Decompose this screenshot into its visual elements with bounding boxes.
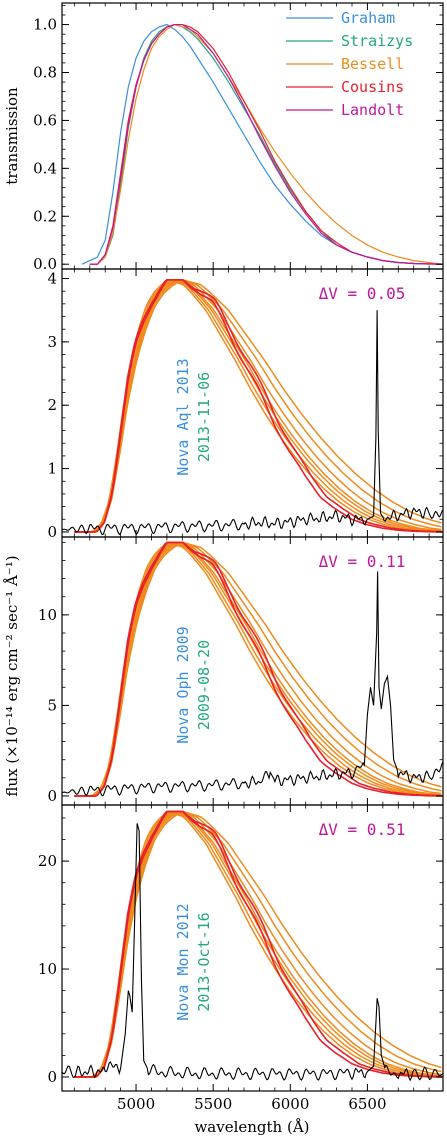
legend-label-bessell: Bessell	[341, 55, 404, 73]
cousins-curve-0	[74, 810, 443, 1078]
bessell-curve-2	[74, 810, 442, 1078]
bessell-curve-6	[74, 541, 442, 797]
panel-1-curves	[62, 278, 443, 536]
bessell-curve-4	[74, 279, 442, 533]
ytick-label: 10	[38, 960, 57, 978]
xlabel-wavelength: wavelength (Å)	[194, 1118, 309, 1136]
bessell-curve-0	[74, 542, 442, 797]
panel-2-curves	[62, 541, 443, 797]
bessell-curve-1	[74, 811, 442, 1078]
ytick-label: 0.0	[33, 255, 57, 273]
ytick-label: 0.2	[33, 207, 57, 225]
ytick-label: 20	[38, 852, 57, 870]
ytick-label: 3	[47, 333, 57, 351]
panel-nova-oph-frame	[61, 536, 444, 806]
spectrum-line	[62, 310, 443, 536]
transmission-curves	[81, 23, 443, 265]
cousins-curve-0	[74, 278, 443, 533]
legend-label-straizys: Straizys	[341, 32, 413, 50]
bessell-curve-0	[74, 279, 442, 533]
panel-nova-mon-frame	[61, 804, 444, 1092]
cousins-curve-1	[74, 278, 443, 533]
nova-name-label: Nova Aql 2013	[174, 358, 192, 475]
plot-layer: Graham Straizys Bessell Cousins Landolt ΔV = …	[62, 9, 443, 1082]
ytick-label: 0.8	[33, 63, 57, 81]
ylabel-transmission: transmission	[3, 87, 21, 185]
cousins-curve-1	[74, 810, 443, 1078]
bessell-curve-2	[74, 278, 442, 533]
bessell-curve-6	[74, 279, 442, 533]
legend-label-cousins: Cousins	[341, 78, 404, 96]
tick-layer: 0.0 0.2 0.4 0.6 0.8 1.0 0 1 2 3 4 0 5 10 0 10 20 5000 5500…	[33, 3, 443, 1113]
curve-landolt	[89, 23, 443, 265]
cousins-curve-1	[74, 541, 443, 797]
xtick-label: 6500	[348, 1095, 386, 1113]
curve-bessell	[89, 23, 443, 265]
bessell-curve-4	[74, 811, 442, 1078]
nova-name-label: Nova Oph 2009	[174, 626, 192, 743]
spectrum-line	[62, 571, 443, 797]
delta-v-annotation: ΔV = 0.05	[319, 284, 406, 303]
legend-label-landolt: Landolt	[341, 101, 404, 119]
ytick-label: 1	[47, 460, 57, 478]
bessell-curve-5	[74, 811, 442, 1078]
xtick-label: 5500	[194, 1095, 232, 1113]
ytick-label: 10	[38, 606, 57, 624]
spectrum-line	[62, 823, 443, 1082]
ytick-label: 0.4	[33, 159, 57, 177]
ytick-label: 5	[47, 696, 57, 714]
bessell-curve-2	[74, 541, 442, 797]
bessell-curve-6	[74, 810, 442, 1078]
xtick-label: 5000	[117, 1095, 155, 1113]
nova-date-label: 2013-Oct-16	[195, 912, 213, 1011]
nova-name-label: Nova Mon 2012	[174, 903, 192, 1020]
nova-date-label: 2013-11-06	[195, 372, 213, 462]
ylabel-flux: flux (×10⁻¹⁴ erg cm⁻² sec⁻¹ Å⁻¹)	[3, 555, 21, 796]
bessell-curve-1	[74, 542, 442, 797]
ytick-label: 1.0	[33, 16, 57, 34]
legend-label-graham: Graham	[341, 9, 395, 27]
panel-3-curves	[62, 810, 443, 1082]
ytick-label: 2	[47, 396, 57, 414]
bessell-curve-3	[74, 279, 442, 533]
delta-v-annotation: ΔV = 0.51	[319, 820, 406, 839]
nova-date-label: 2009-08-20	[195, 640, 213, 730]
bessell-curve-0	[74, 811, 442, 1078]
bessell-curve-3	[74, 542, 442, 797]
xtick-label: 6000	[271, 1095, 309, 1113]
delta-v-annotation: ΔV = 0.11	[319, 552, 406, 571]
ytick-label: 0	[47, 1068, 57, 1086]
bessell-curve-5	[74, 541, 442, 797]
cousins-curve-0	[74, 541, 443, 797]
ytick-label: 0	[47, 523, 57, 541]
ytick-label: 0.6	[33, 111, 57, 129]
ytick-label: 0	[47, 787, 57, 805]
bessell-curve-5	[74, 279, 442, 533]
bessell-curve-1	[74, 279, 442, 533]
bessell-curve-4	[74, 542, 442, 797]
ytick-label: 4	[47, 270, 57, 288]
bessell-curve-3	[74, 811, 442, 1078]
